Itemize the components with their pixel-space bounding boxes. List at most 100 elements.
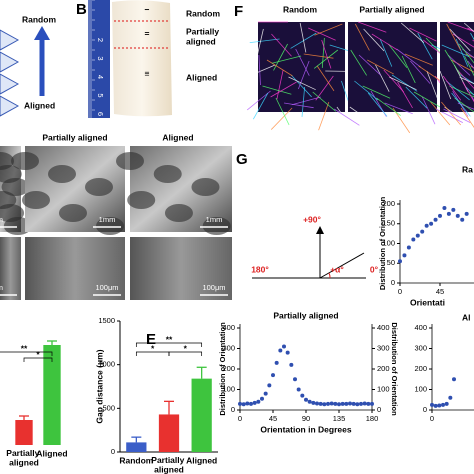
y-tick-label: 500 [102,403,115,412]
sample [112,0,172,117]
scale-bar-label: 1mm [99,215,116,224]
point [318,401,323,406]
error-bar [19,415,29,420]
significance: * [36,349,40,359]
point [437,403,442,408]
fiber [276,69,284,100]
x-axis-label: Orientati [410,297,445,307]
x-tick-label: 45 [436,287,444,296]
chart-title: Partially aligned [273,310,338,320]
fiber [362,85,391,99]
fiber [375,64,390,92]
fiber [465,86,474,96]
label: +α° [330,264,344,274]
fiber [297,60,310,90]
y-tick-label: 0 [423,405,427,414]
fiber [410,60,431,84]
label: 0° [370,264,379,274]
point [249,401,253,406]
label: ≡ [145,68,150,78]
point [337,402,341,407]
bar [15,420,33,445]
fiber [367,92,388,117]
scale-bar-label: 100μm [202,283,225,292]
label: − [145,4,150,14]
fiber [457,102,474,110]
point [304,397,308,402]
fiber [314,23,343,36]
fiber [312,91,336,112]
significance-bracket [0,351,53,356]
point [406,245,411,250]
fiber [367,59,394,75]
angle-arc [328,272,331,279]
error-bar [164,400,174,415]
x-tick-label: 180 [366,414,379,423]
label: Random [22,14,56,24]
label: Partially aligned [359,4,424,14]
y-tick-label: 0 [111,447,115,456]
bar [126,442,147,452]
fiber [460,107,474,128]
fiber [441,101,461,126]
fiber [258,54,261,85]
point [300,393,305,398]
bar [43,345,61,445]
significance-bracket [23,357,53,362]
fiber [443,108,471,123]
point [442,205,447,210]
fiber [354,80,378,101]
x-axis-label: Orientation in Degrees [260,424,351,434]
sem-image [0,237,21,300]
fiber [405,86,428,109]
fiber [350,49,367,76]
fiber [357,21,387,33]
scale-bar-label: 100μm [95,283,118,292]
label: Aligned [186,72,217,82]
fiber [454,97,474,113]
y-tick-label: 100 [382,238,395,247]
pore [22,191,50,209]
fiber [295,48,310,76]
y2-tick-label: 200 [377,364,390,373]
label: Random [186,8,220,18]
pore [191,178,220,196]
y2-tick-label: 0 [377,405,381,414]
fiber [318,101,330,131]
y-tick-label: 150 [382,219,395,228]
fiber [442,75,462,101]
pore [3,217,32,235]
x-tick-label: Random [119,455,153,465]
point [241,402,246,407]
pore [164,204,193,222]
y-tick-label: 100 [222,384,235,393]
y2-axis-label: Distribution of Orientation [390,322,399,416]
significance: * [151,343,155,353]
x-tick-label: 135 [333,414,346,423]
fiber [430,101,451,126]
point [438,213,442,218]
x-tick-label: 90 [302,414,310,423]
scale-bar-label: 1mm [206,215,223,224]
point [359,401,363,406]
fiber [271,33,292,57]
error-bar [47,340,57,345]
axes [431,324,474,411]
angle-diagram [252,232,366,279]
fiber [336,106,355,132]
fiber [283,102,314,109]
point [263,391,268,396]
fiber [379,38,393,67]
fiber [391,74,418,92]
point [315,401,319,406]
y-tick-label: 200 [382,199,395,208]
point [415,233,420,238]
fiber [464,55,474,77]
point [307,399,312,404]
fiber [401,55,416,84]
x-tick-label: Partially aligned [6,448,41,467]
fiber [316,65,335,92]
point [420,229,425,234]
